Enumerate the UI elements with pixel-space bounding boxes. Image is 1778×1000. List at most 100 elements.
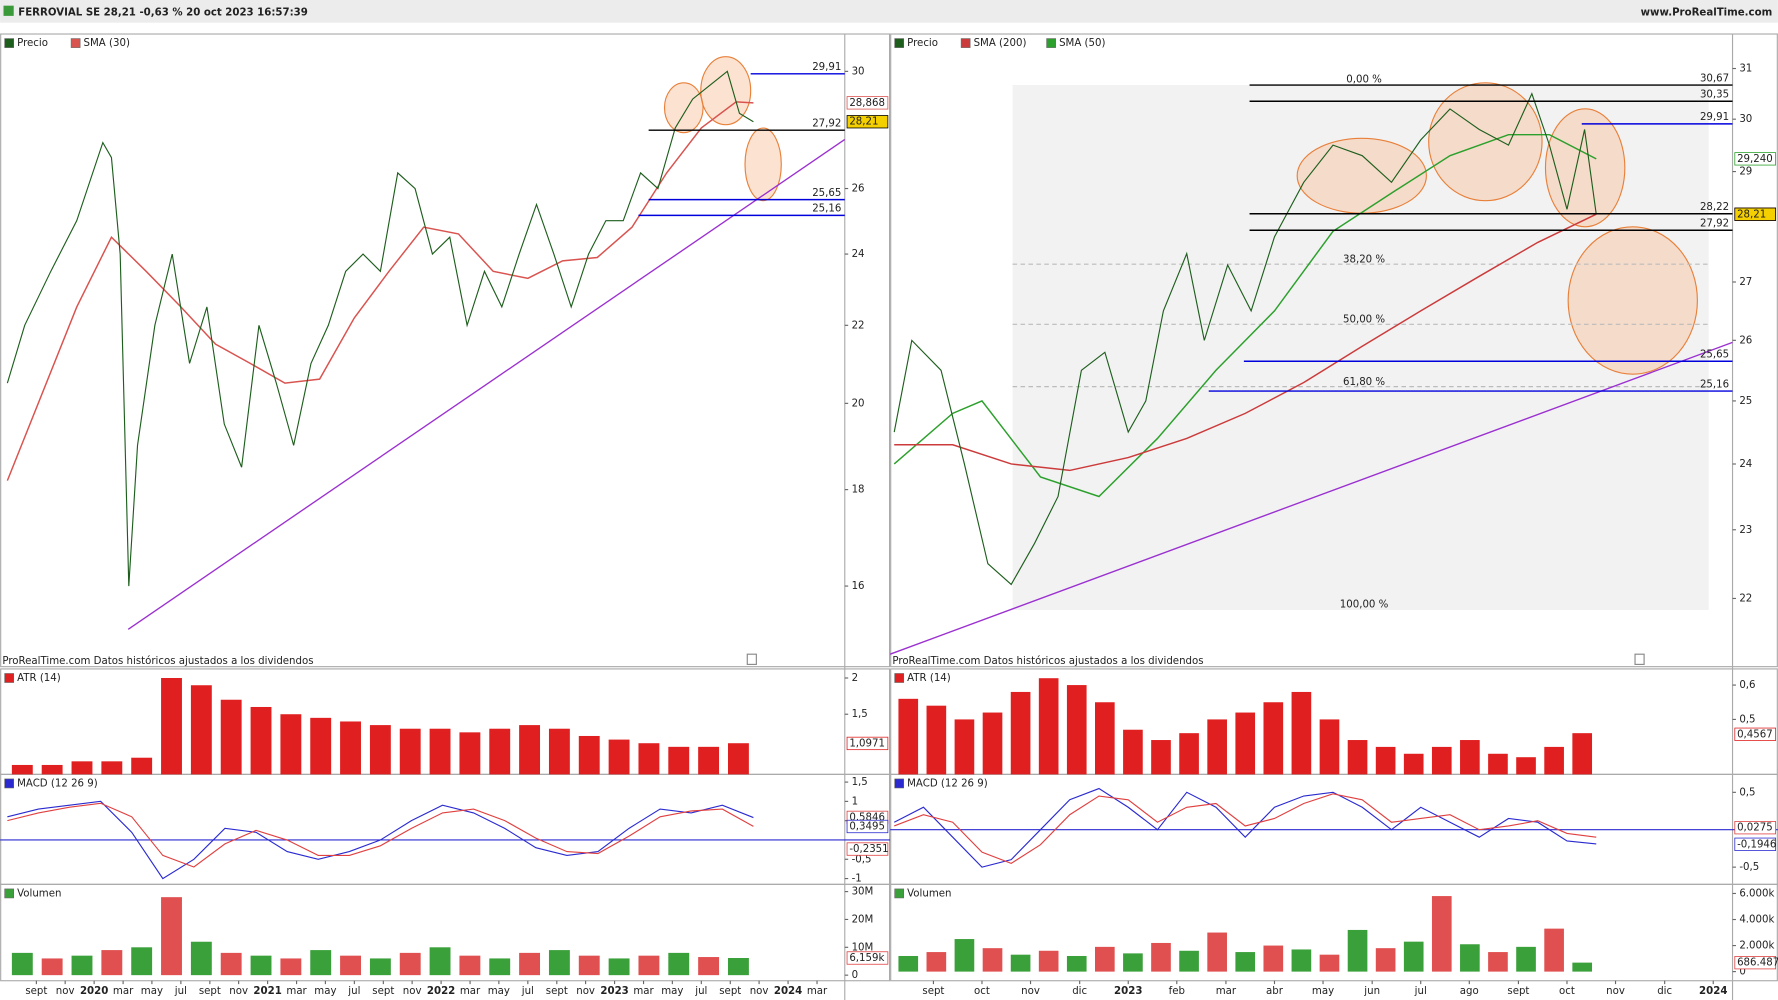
- y-tick-label: 4.000k: [1739, 915, 1774, 926]
- pattern-ellipse: [744, 127, 782, 202]
- y-tick-label: 26: [852, 184, 865, 195]
- x-tick-label: 2024: [1699, 986, 1727, 997]
- volume-bar: [101, 950, 123, 976]
- legend-label: SMA (50): [1059, 38, 1105, 49]
- volume-bar: [1572, 962, 1593, 972]
- y-tick-label: 1,5: [852, 709, 868, 720]
- value-tag-label: 0,0275: [1737, 823, 1773, 834]
- title-bar: [0, 0, 1778, 23]
- x-tick-label: mar: [633, 986, 654, 997]
- y-tick-label: -1: [852, 874, 862, 885]
- atr-bar: [638, 743, 660, 775]
- atr-bar: [1010, 691, 1031, 775]
- atr-bar: [954, 719, 975, 775]
- volume-bar: [982, 948, 1003, 972]
- atr-bar: [190, 685, 212, 775]
- x-tick-label: nov: [229, 986, 248, 997]
- y-tick-label: 0,6: [1739, 680, 1755, 691]
- legend-label: Precio: [17, 38, 48, 49]
- fib-label: 0,00 %: [1346, 74, 1382, 85]
- atr-bar: [280, 714, 302, 775]
- level-label: 29,91: [1700, 112, 1729, 123]
- info-icon[interactable]: [746, 653, 757, 665]
- atr-bar: [310, 717, 332, 775]
- x-tick-label: 2023: [600, 986, 628, 997]
- y-tick-label: 16: [852, 581, 865, 592]
- atr-bar: [220, 699, 242, 775]
- atr-bar: [519, 725, 541, 775]
- price-line: [6, 101, 754, 481]
- volume-bar: [519, 952, 541, 976]
- legend-swatch: [70, 38, 81, 48]
- value-tag: [1734, 956, 1777, 970]
- atr-bar: [1066, 685, 1087, 775]
- volume-bar: [1403, 941, 1424, 972]
- atr-bar: [578, 735, 600, 775]
- y-tick-label: 22: [1739, 593, 1752, 604]
- value-tag-label: 1,0971: [849, 738, 885, 749]
- legend-swatch: [4, 673, 14, 683]
- level-label: 27,92: [812, 118, 841, 129]
- y-tick-label: 29: [1739, 167, 1752, 178]
- volume-bar: [1123, 953, 1143, 972]
- x-tick-label: jul: [521, 986, 534, 997]
- y-tick-label: 31: [1739, 64, 1752, 75]
- level-label: 25,16: [812, 204, 841, 215]
- atr-bar: [1572, 733, 1593, 775]
- volume-bar: [954, 939, 975, 972]
- atr-bar: [1123, 729, 1143, 775]
- x-tick-label: mar: [113, 986, 134, 997]
- value-tag: [846, 96, 889, 110]
- x-tick-label: 2021: [253, 986, 281, 997]
- atr-bar: [668, 746, 690, 775]
- atr-bar: [1038, 678, 1059, 775]
- info-icon[interactable]: [1634, 653, 1645, 665]
- fib-label: 38,20 %: [1343, 255, 1385, 266]
- atr-bar: [727, 743, 749, 775]
- atr-bar: [71, 761, 93, 775]
- price-line: [894, 213, 1597, 472]
- volume-bar: [11, 952, 33, 976]
- volume-bar: [190, 941, 212, 976]
- price-line: [893, 133, 1597, 498]
- panel-frame: [890, 883, 1778, 982]
- value-tag: [1734, 207, 1777, 221]
- atr-bar: [982, 712, 1003, 775]
- volume-bar: [1460, 944, 1480, 972]
- level-label: 27,92: [1700, 218, 1729, 229]
- price-line: [6, 70, 754, 587]
- volume-bar: [608, 958, 630, 976]
- legend-swatch: [894, 778, 905, 789]
- level-label: 25,65: [812, 188, 841, 199]
- legend-swatch: [4, 888, 14, 899]
- volume-bar: [489, 958, 511, 976]
- pattern-ellipse: [1428, 82, 1543, 202]
- y-tick-label: 26: [1739, 335, 1752, 346]
- pattern-ellipse: [1296, 137, 1427, 214]
- volume-bar: [280, 958, 302, 976]
- volume-bar: [459, 955, 481, 976]
- data-note: ProRealTime.com Datos históricos ajustad…: [892, 655, 1203, 667]
- volume-bar: [1347, 929, 1368, 972]
- value-tag-label: 0,3495: [849, 821, 885, 832]
- x-tick-label: sept: [546, 986, 568, 997]
- value-tag-label: 6,159k: [849, 953, 884, 964]
- pattern-ellipse: [1544, 108, 1626, 228]
- y-tick-label: 20M: [852, 914, 874, 925]
- x-tick-label: mar: [1216, 986, 1237, 997]
- x-tick-label: sept: [719, 986, 741, 997]
- level-label: 25,16: [1700, 379, 1729, 390]
- x-tick-label: nov: [750, 986, 769, 997]
- x-tick-label: ago: [1460, 986, 1479, 997]
- x-tick-label: nov: [403, 986, 422, 997]
- fib-label: 50,00 %: [1343, 315, 1385, 326]
- macd-line: [7, 800, 754, 880]
- y-tick-label: 0: [852, 970, 858, 981]
- header-site[interactable]: www.ProRealTime.com: [1641, 7, 1773, 18]
- x-tick-label: jul: [1414, 986, 1427, 997]
- x-tick-label: oct: [1559, 986, 1575, 997]
- x-tick-label: nov: [1021, 986, 1040, 997]
- volume-bar: [41, 958, 63, 976]
- volume-bar: [1066, 955, 1087, 972]
